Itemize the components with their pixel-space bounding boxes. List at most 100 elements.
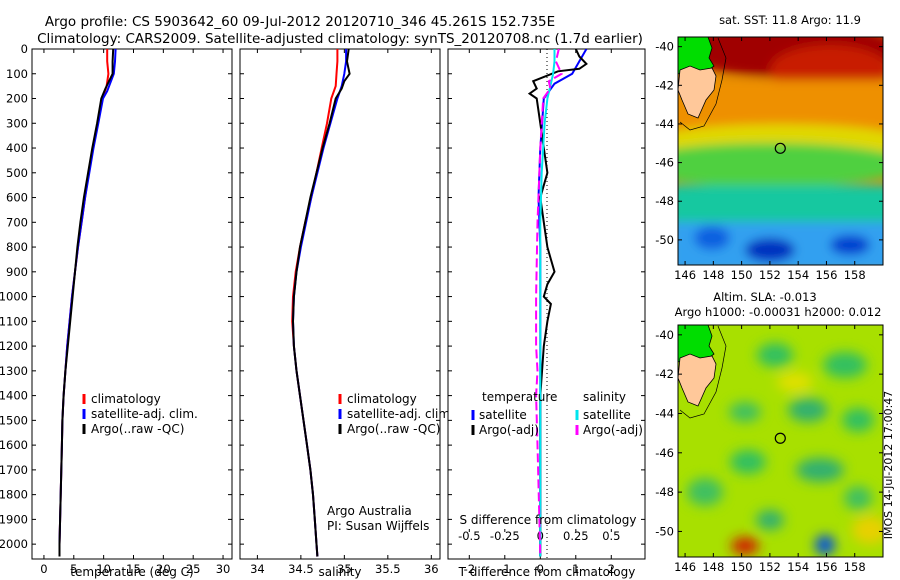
s-series-line-2: [291, 49, 351, 557]
m2-ticks-xtick-label-148: 148: [702, 560, 724, 574]
salinity-x-axis: 34 34.5 35 35.5 36: [250, 49, 439, 576]
m2-ticks-ytick-label--46: -46: [655, 446, 674, 460]
temperature-panel: 0100200300400500600700800900100011001200…: [0, 42, 233, 579]
s-xticks-tick-label-34: 34: [250, 562, 265, 576]
depth-tick-label-100: 100: [6, 67, 28, 81]
m2-ticks-xtick-label-152: 152: [759, 560, 781, 574]
sla-green-3: [729, 402, 761, 422]
sdiff-tick-label-0: -0.5: [458, 529, 480, 543]
m1-ticks-xtick-label-152: 152: [759, 268, 781, 282]
sla-tasmania-land: [678, 353, 717, 407]
m1-ticks-ytick-label--42: -42: [655, 78, 674, 92]
difference-y-ticks: [448, 48, 645, 545]
m1-ticks-ytick-label--44: -44: [655, 117, 674, 131]
temperature-x-axis: 0 5 10 15 20 25 30: [40, 49, 230, 576]
s-xticks-tick-label-35.5: 35.5: [375, 562, 401, 576]
difference-legend-label-1-0: satellite: [583, 408, 631, 422]
d-xticks-tick-label-2: 2: [608, 562, 615, 576]
depth-tick-label-200: 200: [6, 92, 28, 106]
difference-legend-label-0-0: satellite: [479, 408, 527, 422]
d-xticks-tick-label--1: -1: [499, 562, 510, 576]
m2-ticks-xtick-label-158: 158: [844, 560, 866, 574]
t-xticks-tick-label-0: 0: [40, 562, 47, 576]
m1-ticks-ytick-label--40: -40: [655, 40, 674, 54]
difference-legend-label-0-1: Argo(-adj): [479, 423, 539, 437]
d-xticks-tick-label-0: 0: [537, 562, 544, 576]
difference-legend-label-1-1: Argo(-adj): [583, 423, 643, 437]
depth-tick-label-400: 400: [6, 141, 28, 155]
m1-ticks-xtick-label-158: 158: [844, 268, 866, 282]
d-xticks-tick-label--2: -2: [464, 562, 475, 576]
sst-cold-core-3: [694, 226, 730, 250]
salinity-xlabel: salinity: [318, 565, 361, 579]
depth-tick-label-1100: 1100: [0, 314, 28, 328]
sst-tasmania-land: [678, 65, 717, 119]
sst-map-panel: sat. SST: 11.8 Argo: 11.9 146 148 150 152 15…: [655, 13, 884, 282]
sla-map-frame: [677, 324, 884, 558]
salinity-difference-label: S difference from climatology: [460, 513, 637, 527]
figure-title-line2: Climatology: CARS2009. Satellite-adjuste…: [37, 31, 643, 47]
m2-ticks-ytick-label--50: -50: [655, 524, 674, 538]
depth-tick-label-1000: 1000: [0, 290, 28, 304]
sla-green-4: [788, 398, 828, 422]
sla-map-panel: Altim. SLA: -0.013 Argo h1000: -0.00031 …: [655, 290, 884, 574]
depth-tick-label-1400: 1400: [0, 389, 28, 403]
sla-green-6: [730, 450, 766, 474]
figure-title-line1: Argo profile: CS 5903642_60 09-Jul-2012 …: [45, 14, 555, 30]
difference-legend: temperaturesatelliteArgo(-adj)salinitysa…: [471, 390, 643, 437]
difference-legend-title-0: temperature: [482, 390, 557, 404]
salinity-y-ticks: [240, 48, 440, 545]
sla-red-patch: [731, 537, 759, 555]
depth-tick-label-600: 600: [6, 191, 28, 205]
m1-ticks-xtick-label-146: 146: [674, 268, 696, 282]
s-xticks-tick-label-35: 35: [337, 562, 352, 576]
argo-location-marker-sla: [774, 432, 786, 444]
depth-tick-label-1300: 1300: [0, 364, 28, 378]
difference-series: [527, 49, 588, 557]
argo-location-marker-sst: [774, 142, 786, 154]
t-legend-label-0: climatology: [91, 392, 161, 406]
m1-ticks-xtick-label-156: 156: [815, 268, 837, 282]
depth-tick-label-1800: 1800: [0, 488, 28, 502]
salinity-panel: 34 34.5 35 35.5 36 salinity climatologysatel…: [239, 48, 454, 579]
s-xticks-tick-label-34.5: 34.5: [288, 562, 314, 576]
m2-ticks-xtick-label-146: 146: [674, 560, 696, 574]
t-xticks-tick-label-20: 20: [156, 562, 171, 576]
sla-blue-patch: [815, 535, 835, 555]
sst-map-axes: 146 148 150 152 154 156 158 -40 -42 -44 -46 -48 -50: [655, 37, 883, 282]
depth-tick-label-1600: 1600: [0, 438, 28, 452]
m2-ticks-ytick-label--40: -40: [655, 328, 674, 342]
m2-ticks-xtick-label-154: 154: [787, 560, 809, 574]
depth-tick-label-800: 800: [6, 240, 28, 254]
sla-map-title: Altim. SLA: -0.013: [713, 290, 817, 304]
imos-watermark: IMOS 14-Jul-2012 17:00:47: [882, 391, 895, 540]
s-legend-label-0: climatology: [347, 392, 417, 406]
m1-ticks-ytick-label--46: -46: [655, 156, 674, 170]
m2-ticks-ytick-label--42: -42: [655, 367, 674, 381]
depth-tick-label-700: 700: [6, 215, 28, 229]
salinity-series: [291, 49, 351, 557]
sst-cool-band: [678, 185, 883, 225]
sdiff-tick-label-4: 0.5: [602, 529, 620, 543]
t-series-line-2: [58, 49, 115, 557]
sdiff-tick-label-1: -0.25: [490, 529, 520, 543]
sst-front-green: [678, 143, 883, 187]
sla-shelf-contour: [679, 325, 727, 419]
s-legend-label-1: satellite-adj. clim.: [347, 407, 454, 421]
t-xticks-tick-label-25: 25: [186, 562, 201, 576]
m2-ticks-ytick-label--48: -48: [655, 485, 674, 499]
m2-ticks-ytick-label--44: -44: [655, 406, 674, 420]
sla-green-2: [823, 352, 867, 378]
sdiff-tick-label-3: 0.25: [563, 529, 589, 543]
temperature-axes-frame: [31, 48, 233, 560]
s-xticks-tick-label-36: 36: [424, 562, 439, 576]
m2-ticks-xtick-label-156: 156: [815, 560, 837, 574]
depth-tick-label-0: 0: [21, 42, 28, 56]
salinity-axes-frame: [239, 48, 441, 560]
sst-shelf-contour: [679, 37, 727, 131]
sla-yellow-2: [777, 372, 813, 392]
m1-ticks-xtick-label-154: 154: [787, 268, 809, 282]
m1-ticks-xtick-label-150: 150: [731, 268, 753, 282]
